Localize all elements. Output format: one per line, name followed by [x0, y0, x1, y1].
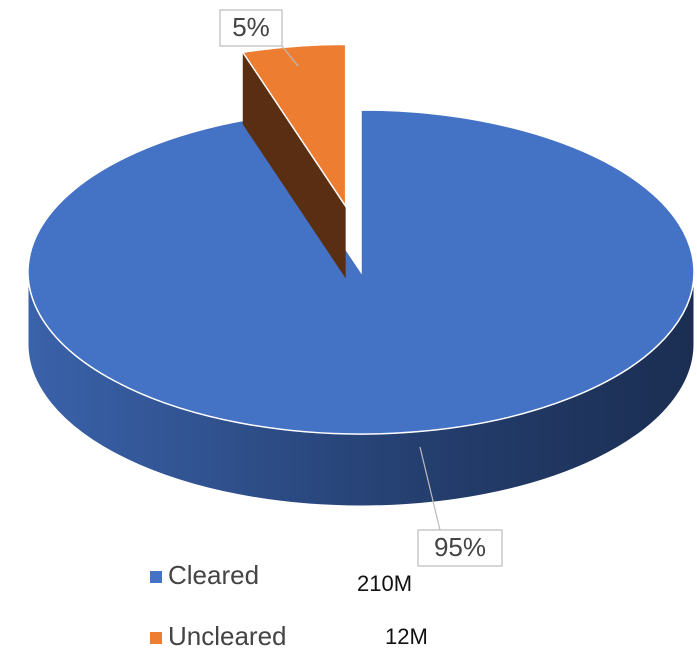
data-label: 95%	[434, 532, 486, 562]
legend-swatch	[150, 571, 162, 583]
leader-line	[281, 45, 299, 67]
slice	[241, 43, 347, 209]
slice	[27, 109, 695, 435]
leader-line	[419, 446, 441, 531]
legend-swatch	[150, 632, 162, 644]
legend-label: Cleared	[168, 560, 259, 590]
legend-amount: 210M	[357, 571, 412, 596]
legend-label: Uncleared	[168, 621, 287, 651]
slice-cut	[242, 52, 346, 279]
labels: 95% 5% Cleared 210M Uncleared 12M	[150, 9, 503, 651]
data-label: 5%	[232, 12, 270, 42]
label-box	[417, 529, 503, 567]
label-box	[219, 9, 283, 47]
pie	[27, 43, 695, 507]
legend-amount: 12M	[385, 624, 428, 649]
